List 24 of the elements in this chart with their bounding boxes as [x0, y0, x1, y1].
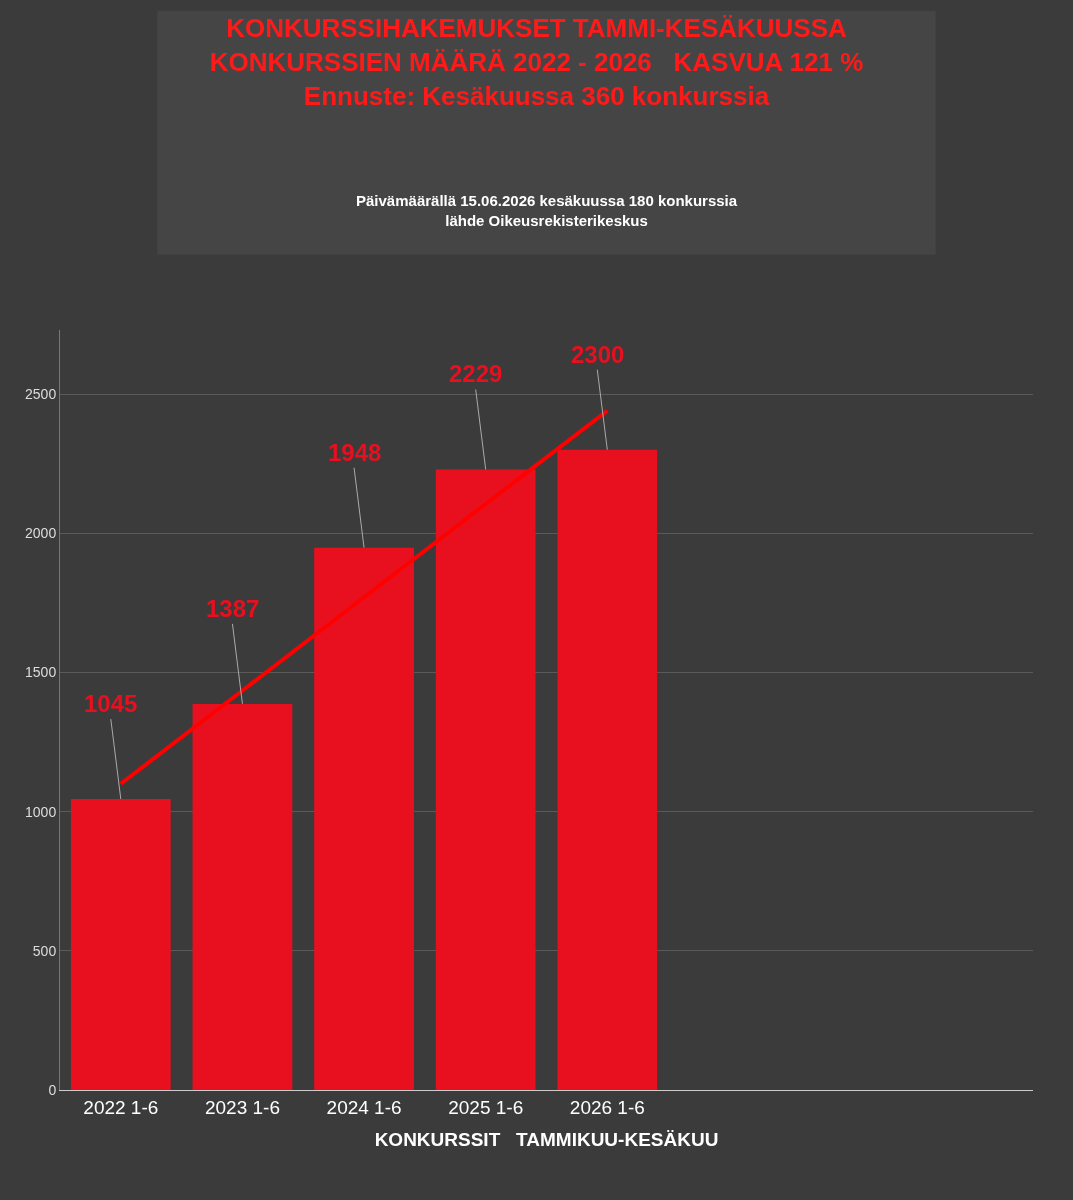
x-axis-title: KONKURSSIT TAMMIKUU-KESÄKUU [374, 1128, 719, 1150]
data-label: 1045 [84, 690, 138, 717]
chart-title: KONKURSSIHAKEMUKSET TAMMI-KESÄKUUSSA KONKURSSIEN MÄÄRÄ 2022 - 2026 KASVUA 121 % Ennuste: Kesäkuussa 360 konkurssia [209, 13, 864, 111]
x-tick-label: 2025 1-6 [448, 1096, 524, 1118]
data-label: 2229 [449, 360, 503, 387]
y-tick-label: 1500 [25, 664, 57, 681]
data-label: 2300 [571, 341, 625, 368]
bar [435, 469, 536, 1090]
bar [557, 449, 658, 1090]
y-tick-label: 0 [48, 1081, 57, 1098]
y-tick-label: 2500 [25, 385, 57, 402]
x-tick-label: 2023 1-6 [204, 1096, 280, 1118]
bar [192, 703, 293, 1090]
data-label: 1387 [206, 595, 260, 622]
chart-subtitle: Päivämäärällä 15.06.2026 kesäkuussa 180 konkurssia lähde Oikeusrekisterikeskus [356, 192, 738, 229]
y-tick-label: 500 [32, 942, 57, 959]
x-tick-label: 2026 1-6 [569, 1096, 645, 1118]
bar [70, 799, 171, 1090]
y-tick-label: 2000 [25, 525, 57, 542]
y-tick-label: 1000 [25, 803, 57, 820]
x-tick-label: 2024 1-6 [326, 1096, 402, 1118]
x-tick-label: 2022 1-6 [83, 1096, 159, 1118]
bar [314, 547, 414, 1090]
data-label: 1948 [328, 439, 382, 466]
